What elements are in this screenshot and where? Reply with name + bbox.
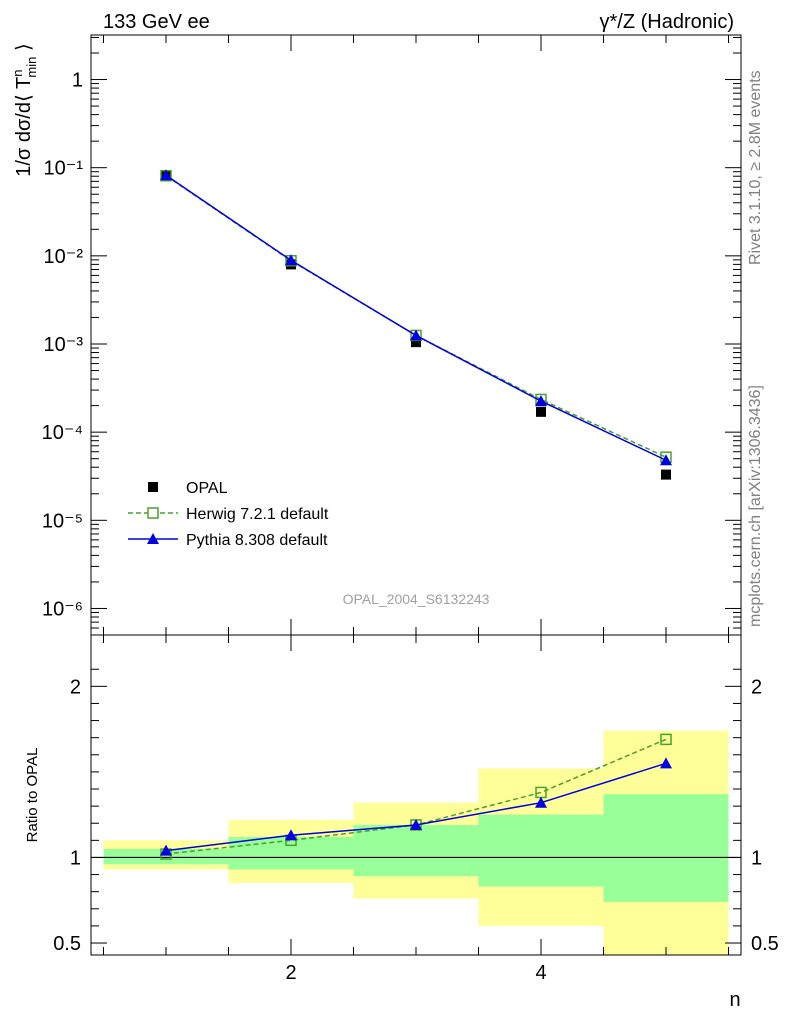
pythia-point-5 (660, 454, 672, 466)
main-y-tick-label: 10⁻² (44, 246, 84, 268)
ratio-series (91, 733, 741, 860)
main-y-axis-label: 1/σ dσ/d⟨ Tnmin ⟩ (10, 43, 39, 177)
main-y-tick-label: 10⁻⁴ (42, 422, 83, 444)
legend-label-pythia: Pythia 8.308 default (186, 532, 328, 549)
chart-title-left: 133 GeV ee (103, 11, 210, 33)
ratio-y-tick-label-left: 2 (70, 676, 81, 698)
ratio-y-tick-label-left: 0.5 (53, 933, 81, 955)
main-y-tick-label: 10⁻³ (44, 334, 84, 356)
legend-label-opal: OPAL (186, 480, 228, 497)
legend-marker-herwig (147, 507, 159, 519)
x-tick-label: 2 (285, 962, 296, 984)
ratio-y-tick-label-right: 1 (751, 847, 762, 869)
band-inner-1 (103, 848, 229, 865)
main-y-tick-label: 1 (72, 70, 83, 92)
ratio-y-axis-label: Ratio to OPAL (24, 748, 41, 843)
pythia-ratio-point-1 (160, 844, 172, 856)
pythia-line (165, 174, 667, 461)
legend: OPAL Herwig 7.2.1 default Pythia 8.308 def… (128, 480, 329, 549)
pythia-ratio-point-2 (285, 829, 297, 841)
pythia-ratio-point-3 (410, 818, 422, 830)
opal-point-4 (536, 406, 546, 417)
legend-label-herwig: Herwig 7.2.1 default (186, 506, 329, 523)
mcplots-reference-label: mcplots.cern.ch [arXiv:1306.3436] (747, 385, 764, 627)
ratio-y-tick-label-left: 1 (70, 847, 81, 869)
band-inner-5 (603, 794, 729, 902)
pythia-ratio-point-4 (535, 796, 547, 808)
legend-marker-pythia (147, 533, 159, 544)
ratio-panel: 0.5 0.5 1 1 2 2 2 4 Ratio to OPAL n (24, 634, 779, 1011)
pythia-point-4 (535, 395, 547, 407)
band-inner-2 (228, 836, 354, 870)
ratio-axis-ticks: 0.5 0.5 1 1 2 2 2 4 (53, 635, 779, 984)
ratio-y-tick-label-right: 2 (751, 676, 762, 698)
chart-title-right: γ*/Z (Hadronic) (600, 11, 734, 33)
main-axis-ticks: 10⁻⁶ 10⁻⁵ 10⁻⁴ 10⁻³ 10⁻² 10⁻¹ 1 (42, 35, 741, 636)
herwig-line (165, 175, 667, 458)
pythia-point-2 (285, 254, 297, 266)
pythia-ratio-point-5 (660, 757, 672, 769)
band-inner-3 (353, 824, 479, 877)
main-y-tick-label: 10⁻⁶ (42, 598, 83, 620)
main-series (160, 169, 672, 480)
x-axis-label: n (729, 989, 740, 1011)
main-y-tick-label: 10⁻¹ (44, 158, 84, 180)
herwig-ratio-point-5 (660, 733, 672, 746)
legend-marker-opal (148, 482, 158, 492)
pythia-point-1 (160, 169, 172, 181)
band-inner-4 (478, 814, 604, 887)
watermark-analysis-id: OPAL_2004_S6132243 (343, 591, 490, 607)
main-y-tick-label: 10⁻⁵ (42, 510, 83, 532)
opal-point-5 (661, 469, 671, 480)
ratio-uncertainty-bands (103, 730, 729, 955)
x-tick-label: 4 (535, 962, 546, 984)
pythia-point-3 (410, 329, 422, 341)
ratio-y-tick-label-right: 0.5 (751, 933, 779, 955)
main-panel: 10⁻⁶ 10⁻⁵ 10⁻⁴ 10⁻³ 10⁻² 10⁻¹ 1 1/σ dσ/d⟨ Tnmi… (10, 34, 742, 636)
opal-point-3 (411, 337, 421, 348)
rivet-version-label: Rivet 3.1.10, ≥ 2.8M events (747, 70, 764, 265)
